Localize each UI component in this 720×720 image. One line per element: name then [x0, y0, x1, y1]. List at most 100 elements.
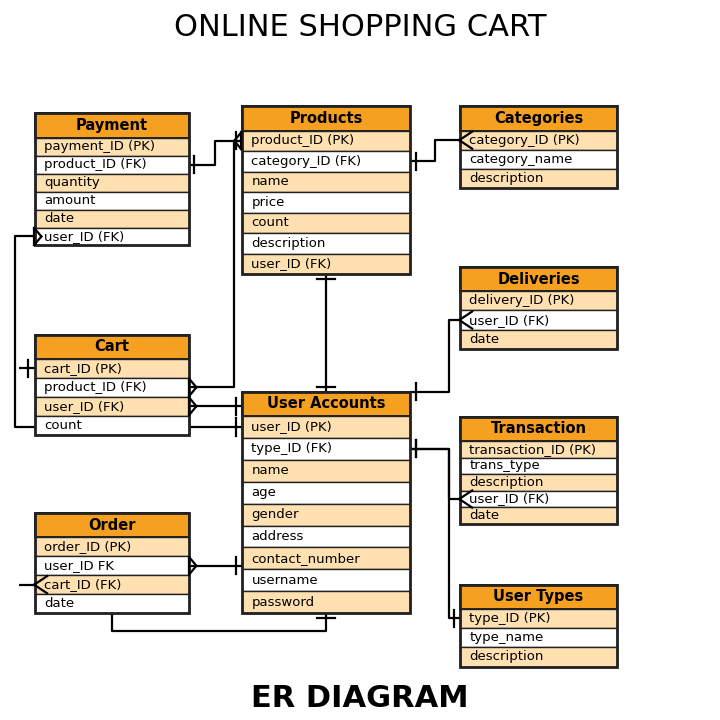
Bar — [242, 438, 410, 460]
Text: category_ID (PK): category_ID (PK) — [469, 134, 580, 147]
Bar — [35, 138, 189, 156]
Bar — [35, 192, 189, 210]
Bar — [35, 335, 189, 435]
Bar — [460, 508, 617, 524]
Bar — [242, 171, 410, 192]
Bar — [242, 591, 410, 613]
Bar — [242, 233, 410, 253]
Bar — [460, 291, 617, 310]
Bar — [460, 330, 617, 349]
Bar — [460, 169, 617, 189]
Bar — [35, 513, 189, 537]
Text: description: description — [251, 237, 325, 250]
Text: count: count — [44, 418, 82, 432]
Bar — [242, 503, 410, 526]
Bar — [460, 585, 617, 609]
Text: gender: gender — [251, 508, 299, 521]
Text: Deliveries: Deliveries — [498, 271, 580, 287]
Bar — [35, 228, 189, 246]
Bar — [460, 474, 617, 491]
Bar — [35, 174, 189, 192]
Bar — [460, 267, 617, 291]
Text: amount: amount — [44, 194, 96, 207]
Bar — [242, 107, 410, 130]
Bar — [460, 310, 617, 330]
Bar — [35, 114, 189, 246]
Text: contact_number: contact_number — [251, 552, 360, 565]
Text: count: count — [251, 216, 289, 229]
Text: quantity: quantity — [44, 176, 100, 189]
Text: price: price — [251, 196, 285, 209]
Bar — [242, 130, 410, 151]
Text: user_ID (FK): user_ID (FK) — [44, 400, 125, 413]
Text: order_ID (PK): order_ID (PK) — [44, 541, 132, 554]
Text: type_ID (FK): type_ID (FK) — [251, 442, 333, 456]
Text: name: name — [251, 175, 289, 189]
Bar — [460, 267, 617, 349]
Text: description: description — [469, 172, 544, 185]
Text: username: username — [251, 574, 318, 587]
Bar — [242, 526, 410, 547]
Text: date: date — [469, 509, 500, 522]
Text: Cart: Cart — [94, 339, 129, 354]
Text: cart_ID (FK): cart_ID (FK) — [44, 578, 122, 591]
Bar — [242, 107, 410, 274]
Text: ONLINE SHOPPING CART: ONLINE SHOPPING CART — [174, 13, 546, 42]
Text: Payment: Payment — [76, 118, 148, 133]
Text: Categories: Categories — [494, 111, 583, 126]
Bar — [460, 107, 617, 130]
Bar — [460, 628, 617, 647]
Bar — [35, 156, 189, 174]
Bar — [35, 210, 189, 228]
Text: description: description — [469, 650, 544, 663]
Bar — [35, 513, 189, 613]
Text: product_ID (PK): product_ID (PK) — [251, 135, 354, 148]
Text: user_ID (PK): user_ID (PK) — [251, 420, 332, 433]
Bar — [242, 547, 410, 570]
Text: user_ID FK: user_ID FK — [44, 559, 114, 572]
Text: name: name — [251, 464, 289, 477]
Text: password: password — [251, 595, 315, 608]
Bar — [35, 378, 189, 397]
Text: type_name: type_name — [469, 631, 544, 644]
Text: delivery_ID (PK): delivery_ID (PK) — [469, 294, 575, 307]
Bar — [460, 585, 617, 667]
Bar — [242, 460, 410, 482]
Bar — [460, 130, 617, 150]
Text: user_ID (FK): user_ID (FK) — [44, 230, 125, 243]
Bar — [460, 491, 617, 508]
Text: age: age — [251, 486, 276, 499]
Text: User Accounts: User Accounts — [267, 397, 385, 411]
Bar — [35, 397, 189, 415]
Bar — [242, 212, 410, 233]
Text: Products: Products — [289, 111, 363, 126]
Bar — [460, 609, 617, 628]
Bar — [242, 570, 410, 591]
Bar — [35, 114, 189, 138]
Text: Transaction: Transaction — [490, 421, 587, 436]
Text: type_ID (PK): type_ID (PK) — [469, 612, 551, 625]
Text: date: date — [44, 212, 74, 225]
Bar — [460, 647, 617, 667]
Bar — [35, 537, 189, 557]
Bar — [242, 392, 410, 416]
Bar — [242, 416, 410, 438]
Text: category_ID (FK): category_ID (FK) — [251, 155, 361, 168]
Text: User Types: User Types — [493, 589, 584, 604]
Bar — [35, 594, 189, 613]
Bar — [460, 417, 617, 524]
Text: transaction_ID (PK): transaction_ID (PK) — [469, 443, 596, 456]
Bar — [35, 359, 189, 378]
Text: ER DIAGRAM: ER DIAGRAM — [251, 684, 469, 714]
Bar — [460, 150, 617, 169]
Bar — [242, 392, 410, 613]
Text: user_ID (FK): user_ID (FK) — [251, 257, 332, 270]
Bar — [242, 151, 410, 171]
Bar — [35, 575, 189, 594]
Bar — [460, 441, 617, 458]
Text: user_ID (FK): user_ID (FK) — [469, 314, 549, 327]
Text: user_ID (FK): user_ID (FK) — [469, 492, 549, 505]
Text: trans_type: trans_type — [469, 459, 540, 472]
Text: date: date — [44, 597, 74, 610]
Bar — [460, 458, 617, 474]
